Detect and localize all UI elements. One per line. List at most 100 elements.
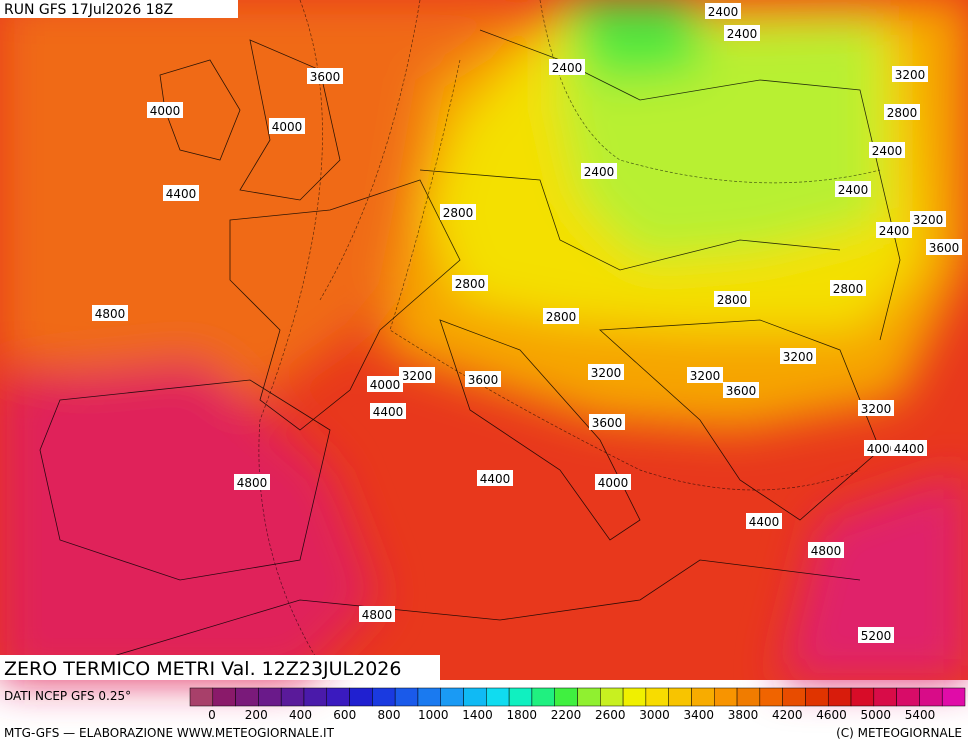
colorbar-cell bbox=[759, 687, 783, 707]
contour-label: 2800 bbox=[546, 310, 577, 324]
contour-label: 4400 bbox=[373, 405, 404, 419]
colorbar-cell bbox=[600, 687, 624, 707]
contour-label: 3600 bbox=[726, 384, 757, 398]
contour-label: 2400 bbox=[872, 144, 903, 158]
contour-label: 4800 bbox=[362, 608, 393, 622]
contour-label: 2400 bbox=[838, 183, 869, 197]
colorbar-cell bbox=[668, 687, 692, 707]
colorbar-cell bbox=[486, 687, 510, 707]
colorbar-label: 600 bbox=[333, 708, 356, 722]
contour-label-box bbox=[163, 185, 199, 201]
contour-label-box bbox=[307, 68, 343, 84]
colorbar-cell bbox=[714, 687, 738, 707]
colorbar-label: 2200 bbox=[551, 708, 582, 722]
colorbar-cell bbox=[258, 687, 282, 707]
colorbar-cell bbox=[622, 687, 647, 707]
colorbar-label: 4200 bbox=[772, 708, 803, 722]
colorbar-cell bbox=[873, 687, 897, 707]
colorbar-cell bbox=[417, 687, 441, 707]
contour-label-box bbox=[858, 627, 894, 643]
colorbar-cell bbox=[691, 687, 715, 707]
contour-label: 2400 bbox=[708, 5, 739, 19]
contour-label: 3200 bbox=[402, 369, 433, 383]
colorbar: 0 200 400 600 800 1000 1400 1800 2200 2600 3000 340… bbox=[189, 687, 966, 722]
map-title: ZERO TERMICO METRI Val. 12Z23JUL2026 bbox=[4, 658, 401, 680]
colorbar-cell bbox=[349, 687, 373, 707]
contour-label: 3200 bbox=[895, 68, 926, 82]
contour-label: 4000 bbox=[370, 378, 401, 392]
contour-label-box bbox=[269, 118, 305, 134]
contour-label: 2800 bbox=[833, 282, 864, 296]
colorbar-label: 0 bbox=[208, 708, 216, 722]
map: 2400240024002400240024002400320032003200… bbox=[0, 0, 968, 681]
contour-label-box bbox=[714, 291, 750, 307]
contour-label: 3600 bbox=[929, 241, 960, 255]
contour-label: 2800 bbox=[887, 106, 918, 120]
colorbar-cell bbox=[782, 687, 806, 707]
contour-label-box bbox=[926, 239, 962, 255]
contour-label: 4400 bbox=[894, 442, 925, 456]
colorbar-cell bbox=[645, 687, 669, 707]
contour-label-box bbox=[892, 66, 928, 82]
contour-label-box bbox=[910, 211, 946, 227]
run-label: RUN GFS 17Jul2026 18Z bbox=[4, 2, 173, 18]
colorbar-label: 5400 bbox=[905, 708, 936, 722]
colorbar-label: 3400 bbox=[683, 708, 714, 722]
contour-label: 4400 bbox=[166, 187, 197, 201]
credit-left: MTG-GFS — ELABORAZIONE WWW.METEOGIORNALE… bbox=[4, 726, 335, 740]
colorbar-label: 4600 bbox=[816, 708, 847, 722]
colorbar-cell bbox=[531, 687, 555, 707]
contour-label: 4800 bbox=[811, 544, 842, 558]
colorbar-label: 1800 bbox=[506, 708, 537, 722]
colorbar-label: 1400 bbox=[462, 708, 493, 722]
colorbar-label: 800 bbox=[378, 708, 401, 722]
contour-label-box bbox=[780, 348, 816, 364]
contour-label: 3600 bbox=[592, 416, 623, 430]
title-box bbox=[0, 655, 440, 680]
contour-label-box bbox=[543, 308, 579, 324]
colorbar-cell bbox=[508, 687, 533, 707]
contour-label: 3200 bbox=[783, 350, 814, 364]
colorbar-label: 200 bbox=[245, 708, 268, 722]
contour-label-box bbox=[869, 142, 905, 158]
contour-label-box bbox=[359, 606, 395, 622]
colorbar-cell bbox=[896, 687, 920, 707]
colorbar-cell bbox=[235, 687, 259, 707]
colorbar-cell bbox=[919, 687, 943, 707]
contour-label-box bbox=[808, 542, 844, 558]
contour-label: 4400 bbox=[480, 472, 511, 486]
contour-label: 4000 bbox=[867, 442, 898, 456]
colorbar-cell bbox=[326, 687, 350, 707]
colorbar-label: 400 bbox=[289, 708, 312, 722]
contour-label: 4800 bbox=[237, 476, 268, 490]
contour-label: 2400 bbox=[584, 165, 615, 179]
colorbar-cell bbox=[212, 687, 236, 707]
contour-label-box bbox=[884, 104, 920, 120]
contour-label-box bbox=[724, 25, 760, 41]
contour-label: 2800 bbox=[455, 277, 486, 291]
contour-label-box bbox=[858, 400, 894, 416]
contour-label-box bbox=[549, 59, 585, 75]
colorbar-cell bbox=[303, 687, 328, 707]
contour-label-box bbox=[399, 367, 435, 383]
contour-label-box bbox=[234, 474, 270, 490]
colorbar-cell bbox=[827, 687, 852, 707]
colorbar-label: 2600 bbox=[595, 708, 626, 722]
colorbar-cell bbox=[736, 687, 761, 707]
colorbar-cell bbox=[850, 687, 875, 707]
colorbar-cell bbox=[189, 687, 214, 707]
contour-label-box bbox=[876, 222, 912, 238]
contour-label: 3600 bbox=[468, 373, 499, 387]
contour-label: 3600 bbox=[310, 70, 341, 84]
contour-label-box bbox=[588, 364, 624, 380]
contour-label: 3200 bbox=[913, 213, 944, 227]
source-text: DATI NCEP GFS 0.25° bbox=[4, 689, 131, 703]
colorbar-cell bbox=[554, 687, 578, 707]
colorbar-label: 1000 bbox=[418, 708, 449, 722]
colorbar-cell bbox=[463, 687, 487, 707]
contour-label-box bbox=[723, 382, 759, 398]
contour-label: 5200 bbox=[861, 629, 892, 643]
run-box bbox=[0, 0, 238, 18]
colorbar-label: 5000 bbox=[860, 708, 891, 722]
